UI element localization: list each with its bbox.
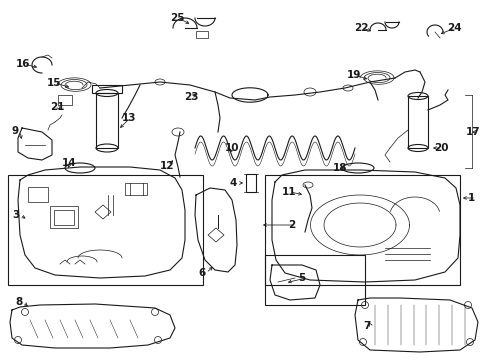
- Text: 13: 13: [122, 113, 136, 123]
- Bar: [50, 206, 78, 228]
- Bar: [264, 175, 459, 285]
- Text: 11: 11: [282, 187, 296, 197]
- Text: 24: 24: [446, 23, 461, 33]
- Text: 20: 20: [433, 143, 447, 153]
- Bar: [196, 31, 207, 38]
- Bar: [92, 85, 122, 93]
- Text: 15: 15: [47, 78, 61, 88]
- Text: 2: 2: [287, 220, 295, 230]
- Bar: [125, 183, 147, 195]
- Text: 21: 21: [50, 102, 64, 112]
- Text: 14: 14: [62, 158, 77, 168]
- Text: 22: 22: [353, 23, 368, 33]
- Text: 9: 9: [12, 126, 19, 136]
- Bar: [245, 174, 256, 192]
- Bar: [264, 255, 364, 305]
- Text: 4: 4: [229, 178, 237, 188]
- Bar: [96, 93, 118, 148]
- Text: 23: 23: [183, 92, 198, 102]
- Text: 7: 7: [362, 321, 369, 331]
- Text: 1: 1: [467, 193, 474, 203]
- Bar: [407, 96, 427, 148]
- Text: 16: 16: [16, 59, 30, 69]
- Text: 8: 8: [15, 297, 22, 307]
- Text: 3: 3: [12, 210, 19, 220]
- Text: 19: 19: [346, 70, 361, 80]
- Text: 25: 25: [170, 13, 184, 23]
- Bar: [28, 187, 48, 202]
- Bar: [54, 210, 74, 225]
- Text: 18: 18: [332, 163, 347, 173]
- Bar: [58, 95, 72, 105]
- Bar: [8, 175, 203, 285]
- Text: 5: 5: [297, 273, 305, 283]
- Text: 6: 6: [198, 268, 205, 278]
- Text: 10: 10: [224, 143, 239, 153]
- Text: 17: 17: [465, 127, 480, 137]
- Text: 12: 12: [160, 161, 174, 171]
